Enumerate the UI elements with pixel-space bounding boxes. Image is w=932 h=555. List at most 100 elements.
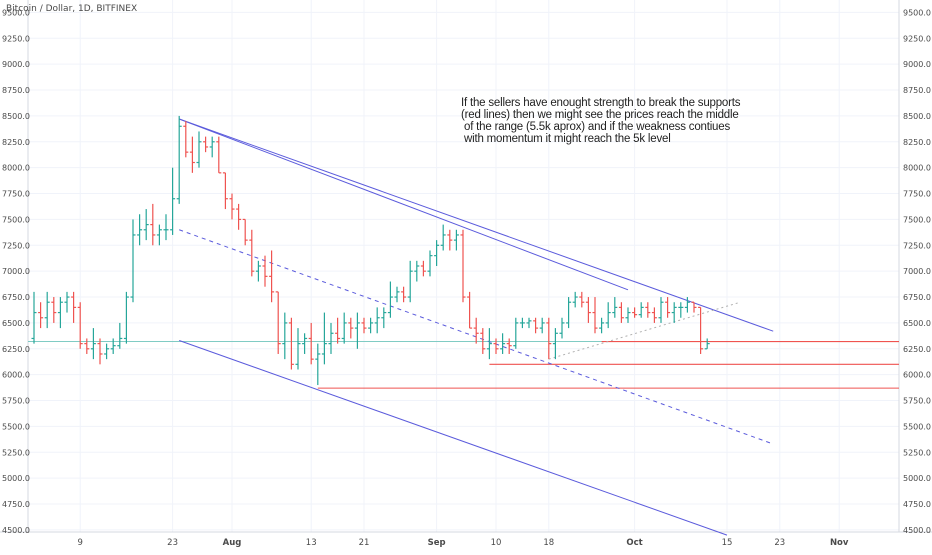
- y-tick-label: 8500.0: [903, 112, 931, 121]
- y-tick-label: 9000.0: [903, 60, 931, 69]
- ohlc-bar: [156, 224, 162, 246]
- ohlc-bar: [222, 172, 228, 210]
- ohlc-bar: [420, 260, 426, 277]
- ohlc-bar: [480, 328, 486, 354]
- y-tick-label: 6750.0: [2, 293, 30, 302]
- ohlc-bar: [374, 307, 380, 334]
- ohlc-bar: [612, 297, 618, 318]
- ohlc-bar: [288, 317, 294, 370]
- ohlc-bar: [658, 297, 664, 323]
- ohlc-bar: [90, 328, 96, 360]
- ohlc-bar: [130, 219, 136, 303]
- y-axis-right: 4500.0 4750.0 5000.0 5250.0 5500.0 5750.0 6000…: [903, 8, 931, 535]
- ohlc-bar: [163, 214, 169, 241]
- trendline: [179, 118, 774, 332]
- y-tick-label: 7750.0: [2, 190, 30, 199]
- y-tick-label: 5000.0: [2, 474, 30, 483]
- trendline: [548, 301, 741, 360]
- ohlc-bar: [44, 291, 50, 329]
- x-tick-label: Sep: [428, 538, 446, 548]
- trendline: [179, 340, 728, 536]
- ohlc-bar: [394, 286, 400, 303]
- ohlc-bar: [328, 322, 334, 354]
- ohlc-bar: [242, 218, 248, 246]
- y-tick-label: 6250.0: [2, 345, 30, 354]
- y-tick-label: 6000.0: [903, 371, 931, 380]
- ohlc-bar: [453, 229, 459, 251]
- ohlc-bar: [473, 317, 479, 344]
- y-axis-left: 4500.0 4750.0 5000.0 5250.0 5500.0 5750.0 6000…: [2, 8, 30, 535]
- x-axis: 9 23 Aug 13 21 Sep 10 18 Oct 15 23 Nov: [77, 538, 848, 548]
- ohlc-bar: [229, 193, 235, 220]
- ohlc-bar: [236, 203, 242, 230]
- price-bars: [31, 115, 710, 386]
- ohlc-bar: [671, 302, 677, 323]
- y-tick-label: 7750.0: [903, 190, 931, 199]
- ohlc-bar: [414, 260, 420, 282]
- ohlc-bar: [440, 224, 446, 251]
- ohlc-bar: [592, 297, 598, 334]
- y-tick-label: 6500.0: [903, 319, 931, 328]
- ohlc-bar: [407, 260, 413, 303]
- ohlc-bar: [486, 328, 492, 360]
- ohlc-bar: [427, 250, 433, 277]
- y-tick-label: 9500.0: [903, 8, 931, 17]
- ohlc-bar: [117, 322, 123, 349]
- ohlc-bar: [216, 136, 222, 174]
- trendline: [179, 118, 629, 291]
- ohlc-bar: [539, 317, 545, 334]
- ohlc-bar: [493, 338, 499, 354]
- ohlc-bar: [572, 291, 578, 308]
- ohlc-bar: [546, 317, 552, 360]
- y-tick-label: 9500.0: [2, 8, 30, 17]
- ohlc-bar: [84, 338, 90, 354]
- y-tick-label: 9250.0: [903, 34, 931, 43]
- grid: [28, 0, 899, 532]
- ohlc-bar: [401, 286, 407, 303]
- y-tick-label: 7250.0: [2, 241, 30, 250]
- y-tick-label: 8750.0: [2, 86, 30, 95]
- y-tick-label: 9000.0: [2, 60, 30, 69]
- ohlc-bar: [51, 297, 57, 323]
- ohlc-bar: [77, 302, 83, 349]
- ohlc-bar: [209, 136, 215, 158]
- ohlc-bar: [559, 317, 565, 339]
- ohlc-bar: [625, 307, 631, 323]
- ohlc-bar: [434, 240, 440, 266]
- ohlc-bar: [203, 136, 209, 153]
- ohlc-bar: [275, 291, 281, 354]
- y-tick-label: 8000.0: [2, 164, 30, 173]
- axes: [0, 0, 932, 533]
- y-tick-label: 6000.0: [2, 371, 30, 380]
- ohlc-bar: [526, 317, 532, 329]
- ohlc-bar: [460, 229, 466, 303]
- ohlc-bar: [97, 338, 103, 365]
- ohlc-bar: [387, 281, 393, 318]
- ohlc-bar: [585, 297, 591, 323]
- ohlc-bar: [64, 291, 70, 313]
- ohlc-bar: [341, 312, 347, 344]
- ohlc-bar: [143, 209, 149, 241]
- ohlc-bar: [447, 229, 453, 251]
- ohlc-bar: [104, 343, 110, 360]
- ohlc-bar: [500, 333, 506, 354]
- y-tick-label: 7500.0: [2, 215, 30, 224]
- y-tick-label: 8500.0: [2, 112, 30, 121]
- y-tick-label: 4750.0: [903, 500, 931, 509]
- ohlc-bar: [295, 328, 301, 370]
- y-tick-label: 8750.0: [903, 86, 931, 95]
- ohlc-bar: [189, 136, 195, 173]
- y-tick-label: 5500.0: [903, 422, 931, 431]
- y-tick-label: 6250.0: [903, 345, 931, 354]
- y-tick-label: 4500.0: [903, 526, 931, 535]
- y-tick-label: 5750.0: [903, 397, 931, 406]
- ohlc-bar: [638, 302, 644, 318]
- y-tick-label: 7000.0: [903, 267, 931, 276]
- ohlc-bar: [579, 291, 585, 308]
- x-tick-label: Nov: [830, 538, 849, 548]
- y-tick-label: 4750.0: [2, 500, 30, 509]
- ohlc-bar: [566, 297, 572, 329]
- ohlc-bar: [618, 302, 624, 323]
- ohlc-bar: [57, 297, 63, 329]
